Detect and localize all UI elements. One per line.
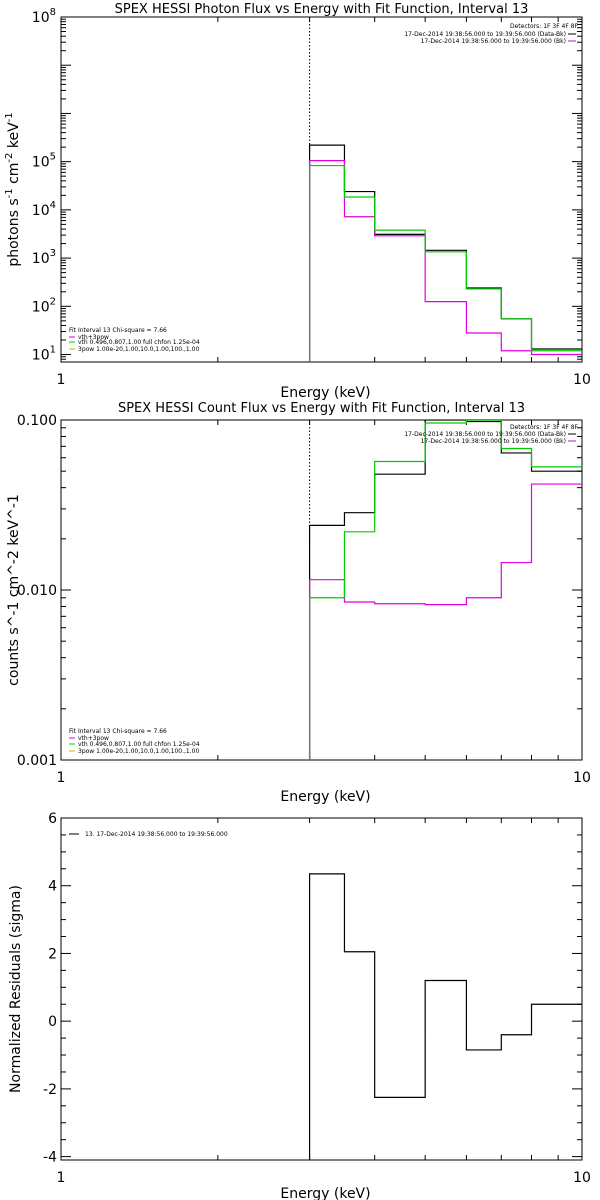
chart-title: SPEX HESSI Photon Flux vs Energy with Fi… [115,2,529,17]
y-tick-label: 4 [48,879,57,895]
plot-frame [60,419,583,761]
y-tick-label: 103 [32,248,56,267]
y-tick-label: 0.100 [17,413,57,429]
panel-1: SPEX HESSI Photon Flux vs Energy with Fi… [4,2,591,401]
legend-entry: vth+3pow [78,334,109,341]
y-tick-label: 6 [48,811,57,827]
series-vth-line [308,420,582,760]
series-data-line [308,873,582,1160]
y-axis-label: photons s-1 cm-2 keV-1 [4,112,22,266]
y-tick-label: 108 [32,7,56,26]
x-tick-label: 1 [57,770,66,786]
x-tick-label: 10 [573,770,591,786]
x-axis-label: Energy (keV) [280,385,370,401]
series-vth-line [308,164,582,362]
x-axis-label: Energy (keV) [280,789,370,805]
x-tick-label: 10 [573,1170,591,1186]
x-tick-label: 1 [57,372,66,388]
y-tick-label: 0.001 [17,753,57,769]
y-tick-label: 101 [32,345,56,364]
plot-frame [60,16,583,363]
y-tick-label: 105 [32,152,56,171]
header-line: Detectors: 1F 3F 4F 8F [510,23,579,30]
header-line: 17-Dec-2014 19:38:56.000 to 19:39:56.000… [404,431,566,438]
panel-3: 1 10 Energy (keV) -4 -2 0 2 4 6 Normalized Residu… [8,811,591,1200]
y-tick-label: 0 [48,1014,57,1030]
legend-entry: vth 0.496,0.807,1.00 full chfon 1.25e-04 [78,339,200,346]
plot-frame [60,817,583,1161]
series-data-line [308,144,582,362]
panel-2: SPEX HESSI Count Flux vs Energy with Fit… [6,401,591,805]
x-tick-label: 10 [573,372,591,388]
legend-entry: 3pow 1.00e-20,1.00,10.0,1.00,100.,1.00 [78,748,199,755]
header-line: 17-Dec-2014 19:38:56.000 to 19:39:56.000… [421,438,566,445]
y-axis-label: counts s^-1 cm^-2 keV^-1 [6,494,22,686]
y-tick-label: 2 [48,946,57,962]
y-axis-label: Normalized Residuals (sigma) [8,885,24,1093]
legend-entry: vth+3pow [78,735,109,742]
header-line: 17-Dec-2014 19:38:56.000 to 19:39:56.000… [421,38,566,45]
series-data-line [308,420,582,760]
legend-entry: Fit Interval 13 Chi-square = 7.66 [69,327,167,334]
y-tick-label: 102 [32,296,56,315]
y-tick-label: 104 [32,200,56,219]
y-tick-label: -4 [43,1150,57,1166]
y-tick-label: -2 [43,1082,57,1098]
series-model-line [308,483,582,760]
header-line: Detectors: 1F 3F 4F 8F [510,424,579,431]
legend-entry: vth 0.496,0.807,1.00 full chfon 1.25e-04 [78,741,200,748]
y-tick-label: 0.010 [17,583,57,599]
chart-title: SPEX HESSI Count Flux vs Energy with Fit… [118,401,525,416]
header-line: 17-Dec-2014 19:38:56.000 to 19:39:56.000… [404,31,566,38]
legend-entry: 13. 17-Dec-2014 19:38:56.000 to 19:39:56… [85,831,228,838]
x-tick-label: 1 [57,1170,66,1186]
legend-entry: 3pow 1.00e-20,1.00,10.0,1.00,100.,1.00 [78,346,199,353]
legend-entry: Fit Interval 13 Chi-square = 7.66 [69,728,167,735]
x-axis-label: Energy (keV) [280,1186,370,1200]
